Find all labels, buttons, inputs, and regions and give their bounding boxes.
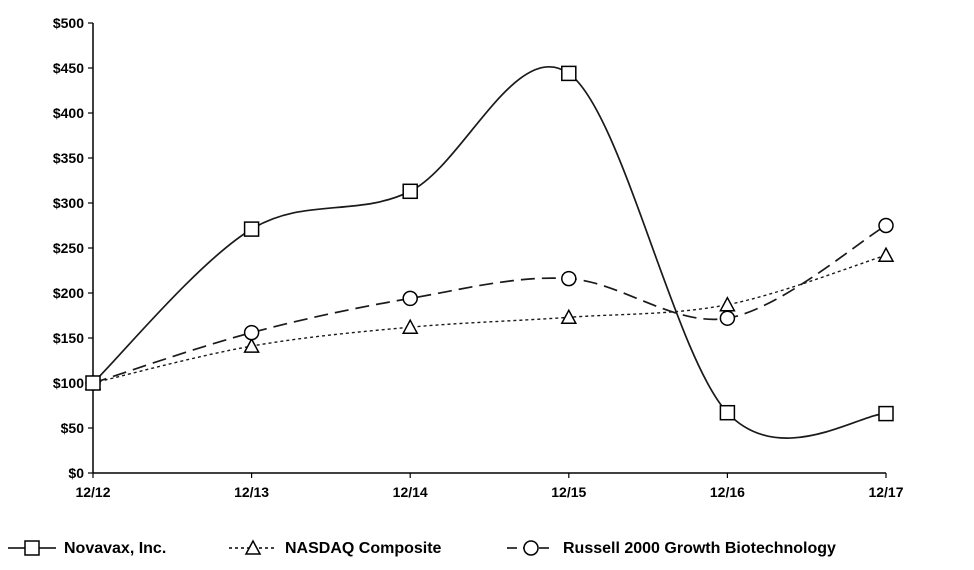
x-tick-label: 12/15	[551, 484, 586, 500]
data-point-triangle	[401, 318, 419, 334]
data-point-square	[561, 65, 577, 82]
x-axis-ticks: 12/12 12/13 12/14 12/15 12/16 12/17	[75, 473, 904, 500]
data-point-triangle	[877, 246, 895, 262]
legend-marker-circle	[523, 540, 539, 556]
data-point-triangle	[719, 296, 736, 312]
legend-item: Russell 2000 Growth Biotechnology	[507, 540, 836, 557]
y-tick-label: $350	[53, 150, 84, 166]
x-tick-label: 12/13	[234, 484, 269, 500]
data-point-circle	[243, 324, 260, 341]
data-point-square	[243, 221, 260, 237]
x-tick-label: 12/14	[393, 484, 428, 500]
data-point-square	[85, 375, 101, 391]
series-line	[92, 65, 887, 439]
data-point-circle	[561, 270, 577, 287]
x-tick-label: 12/12	[75, 484, 110, 500]
data-point-triangle	[243, 337, 260, 353]
y-tick-label: $200	[53, 285, 84, 301]
data-point-square	[719, 404, 736, 421]
series-layer	[84, 65, 895, 439]
y-tick-label: $250	[53, 240, 84, 256]
legend-label: Novavax, Inc.	[64, 540, 166, 557]
legend: Novavax, Inc. NASDAQ Composite Russell 200…	[8, 539, 836, 557]
series-square	[85, 65, 894, 439]
data-point-square	[878, 405, 894, 422]
y-axis-ticks: $0 $50 $100 $150 $200 $250 $300 $350 $400 $450 $50…	[53, 15, 93, 481]
y-tick-label: $400	[53, 105, 84, 121]
data-point-circle	[719, 310, 736, 326]
series-circle	[85, 217, 894, 391]
axes	[92, 23, 886, 474]
data-point-triangle	[560, 308, 578, 325]
x-tick-label: 12/17	[868, 484, 903, 500]
y-tick-label: $150	[53, 330, 84, 346]
legend-item: Novavax, Inc.	[8, 540, 166, 557]
legend-item: NASDAQ Composite	[229, 539, 442, 557]
data-point-circle	[402, 290, 418, 307]
series-triangle	[84, 246, 895, 390]
y-tick-label: $100	[53, 375, 84, 391]
y-tick-label: $300	[53, 195, 84, 211]
legend-label: Russell 2000 Growth Biotechnology	[563, 540, 836, 557]
legend-label: NASDAQ Composite	[285, 540, 442, 557]
legend-marker-square	[24, 540, 40, 556]
y-tick-label: $450	[53, 60, 84, 76]
data-point-square	[402, 183, 418, 200]
y-tick-label: $0	[68, 465, 84, 481]
series-line	[92, 224, 887, 384]
series-line	[92, 254, 887, 384]
data-point-circle	[878, 217, 894, 234]
legend-marker-triangle	[244, 539, 262, 555]
x-tick-label: 12/16	[710, 484, 745, 500]
y-tick-label: $500	[53, 15, 84, 31]
y-tick-label: $50	[61, 420, 85, 436]
